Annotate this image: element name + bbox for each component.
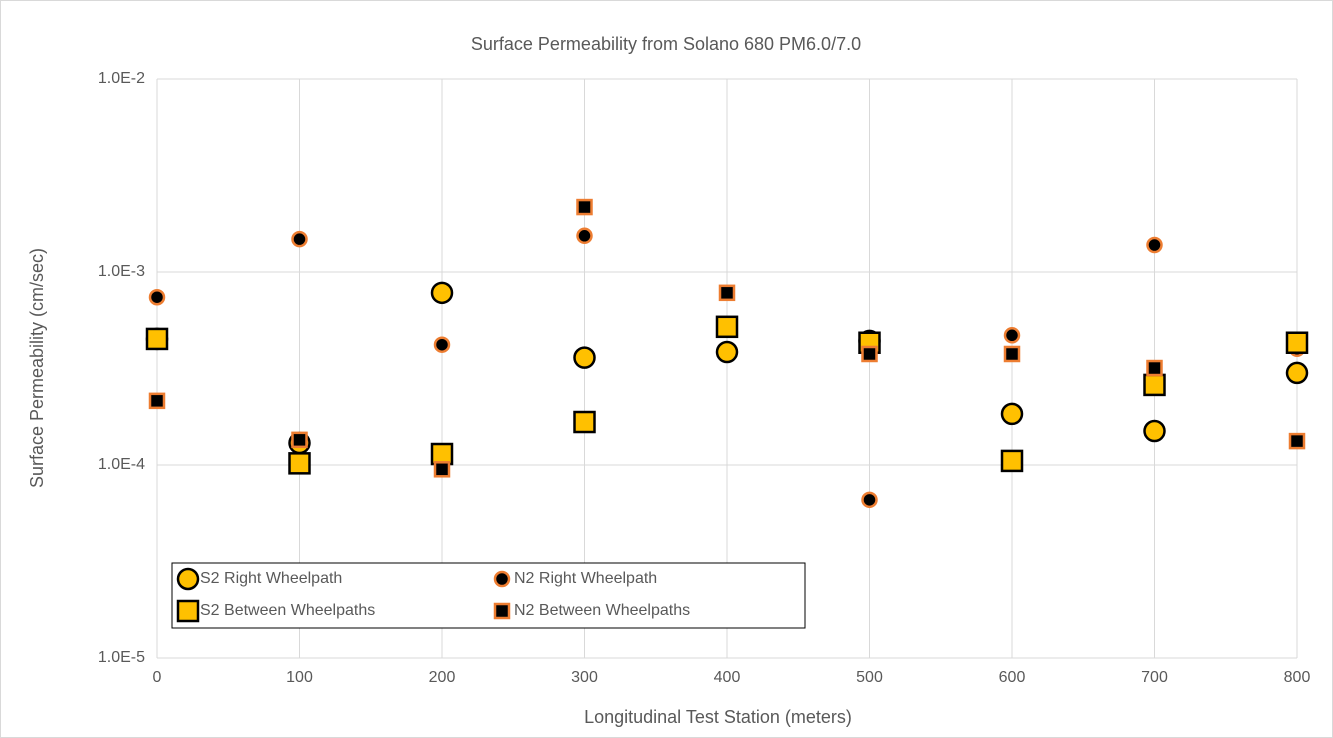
legend-label: S2 Right Wheelpath: [200, 570, 342, 587]
marker: [715, 340, 739, 364]
legend-label: N2 Right Wheelpath: [514, 570, 657, 587]
legend-label: N2 Between Wheelpaths: [514, 602, 690, 619]
marker: [291, 431, 308, 449]
marker: [430, 442, 454, 466]
marker: [430, 281, 454, 305]
y-axis-label: Surface Permeability (cm/sec): [27, 248, 47, 488]
legend-marker: [493, 570, 511, 588]
marker: [715, 315, 739, 339]
marker: [291, 230, 308, 248]
marker: [1143, 419, 1166, 443]
y-tick-label: 1.0E-4: [98, 456, 145, 473]
marker: [718, 284, 736, 302]
x-tick-label: 200: [429, 669, 456, 686]
marker: [1285, 331, 1309, 354]
x-tick-label: 300: [571, 669, 598, 686]
marker: [148, 392, 166, 410]
marker: [288, 452, 311, 475]
legend-marker: [176, 567, 200, 591]
legend-marker: [493, 602, 511, 620]
marker: [861, 491, 878, 509]
marker: [1003, 327, 1021, 344]
x-tick-label: 0: [153, 669, 162, 686]
marker: [576, 227, 593, 245]
marker: [433, 336, 451, 353]
marker: [1000, 449, 1024, 473]
marker: [1285, 361, 1309, 385]
marker: [1288, 432, 1306, 450]
x-tick-label: 700: [1141, 669, 1168, 686]
marker: [1146, 236, 1163, 254]
marker: [1003, 345, 1021, 363]
legend-box: [171, 562, 806, 629]
marker: [576, 198, 593, 216]
chart-title: Surface Permeability from Solano 680 PM6…: [471, 34, 861, 54]
marker: [1146, 359, 1163, 377]
marker: [145, 327, 169, 351]
marker: [433, 461, 451, 478]
x-tick-label: 600: [999, 669, 1026, 686]
legend-label: S2 Between Wheelpaths: [200, 602, 375, 619]
y-tick-label: 1.0E-3: [98, 263, 145, 280]
x-tick-label: 400: [714, 669, 741, 686]
x-axis-label: Longitudinal Test Station (meters): [584, 707, 852, 727]
marker: [573, 346, 596, 369]
x-tick-label: 100: [286, 669, 313, 686]
marker: [861, 345, 878, 363]
marker: [148, 288, 166, 306]
x-tick-label: 500: [856, 669, 883, 686]
x-tick-label: 800: [1284, 669, 1311, 686]
marker: [573, 410, 596, 434]
marker: [1143, 373, 1166, 397]
legend-marker: [176, 599, 200, 623]
marker: [1000, 402, 1024, 426]
y-tick-label: 1.0E-5: [98, 649, 145, 666]
y-tick-label: 1.0E-2: [98, 70, 145, 87]
